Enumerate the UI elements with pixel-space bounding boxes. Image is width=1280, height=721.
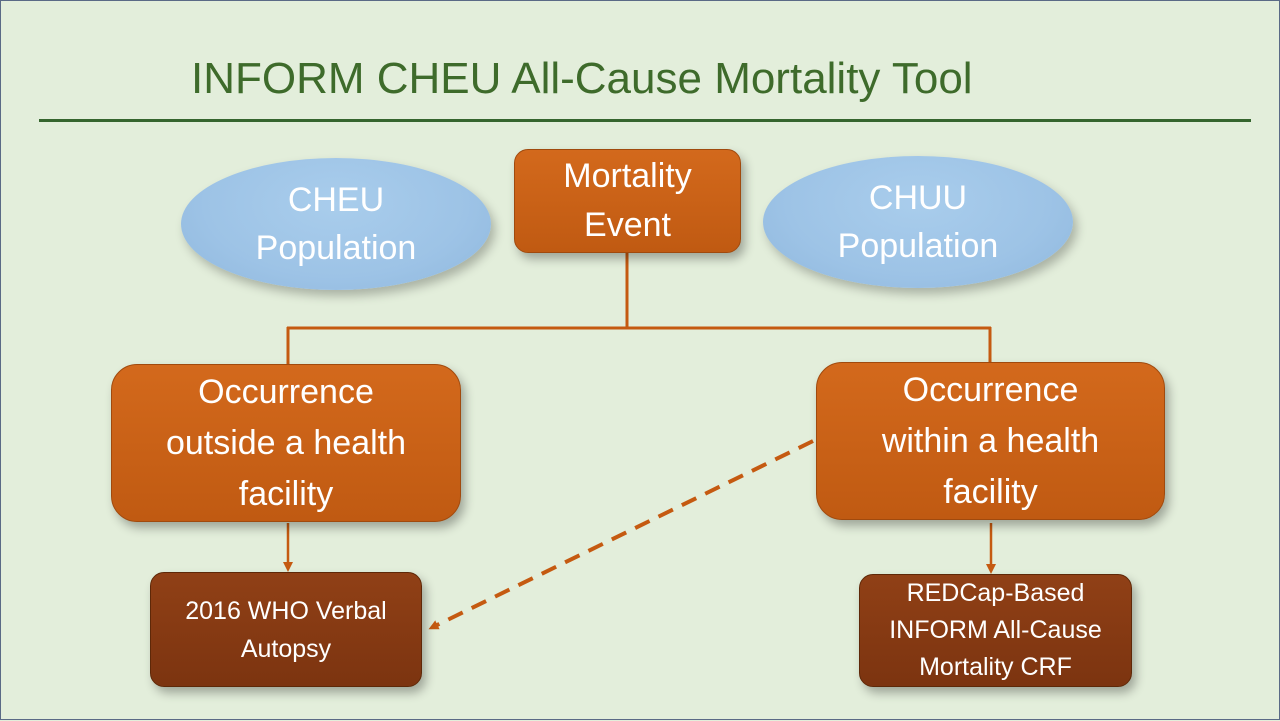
node-label-line: REDCap-Based xyxy=(906,579,1085,607)
node-label-line: outside a health xyxy=(165,423,407,462)
node-label-line: Population xyxy=(837,227,999,265)
node-occurrence-outside-facility: Occurrence outside a health facility xyxy=(111,364,461,522)
node-label-line: Occurrence xyxy=(198,372,374,411)
node-label-line: Occurrence xyxy=(902,370,1079,409)
node-label-line: within a health xyxy=(881,421,1100,460)
title-divider xyxy=(39,119,1251,122)
page-title: INFORM CHEU All-Cause Mortality Tool xyxy=(191,54,973,103)
node-chuu-population: CHUU Population xyxy=(763,156,1073,288)
node-label-line: facility xyxy=(238,474,334,513)
node-label-line: Mortality xyxy=(563,157,692,195)
arrow-within-to-autopsy-dashed xyxy=(428,439,814,630)
node-label-line: 2016 WHO Verbal xyxy=(185,596,387,625)
node-label-line: INFORM All-Cause xyxy=(889,616,1102,644)
node-label-line: Mortality CRF xyxy=(919,653,1072,681)
node-label-line: CHUU xyxy=(868,179,968,217)
node-label-line: CHEU xyxy=(287,181,385,219)
node-who-verbal-autopsy: 2016 WHO Verbal Autopsy xyxy=(150,572,422,687)
node-label-line: Event xyxy=(584,206,671,244)
node-occurrence-within-facility: Occurrence within a health facility xyxy=(816,362,1165,520)
node-label-line: facility xyxy=(943,472,1038,511)
node-mortality-event: Mortality Event xyxy=(514,149,741,253)
node-label-line: Population xyxy=(255,229,417,267)
node-label-line: Autopsy xyxy=(240,634,332,663)
node-cheu-population: CHEU Population xyxy=(181,158,491,290)
node-redcap-crf: REDCap-Based INFORM All-Cause Mortality … xyxy=(859,574,1132,687)
